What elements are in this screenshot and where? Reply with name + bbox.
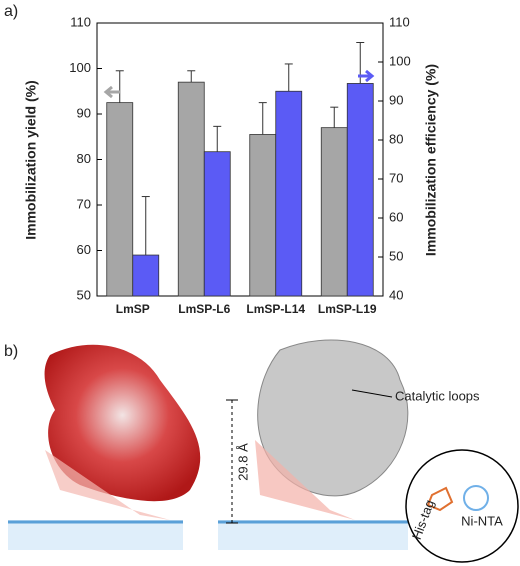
y-tick-label: 110 [70, 14, 91, 29]
y2-axis-title: Immobilization efficiency (%) [423, 64, 439, 256]
panel-label: a) [4, 3, 18, 20]
pointer [351, 389, 393, 398]
axis-arrow [358, 69, 375, 83]
inset [405, 449, 519, 563]
bar [346, 83, 374, 297]
axis-arrow [103, 85, 120, 99]
panel-label: b) [4, 343, 18, 360]
imidazole [426, 486, 454, 512]
protein-cartoon [257, 339, 409, 497]
protein-surface [44, 344, 201, 502]
panel-b-illustration [8, 339, 519, 563]
bar [320, 127, 348, 297]
nta [463, 485, 489, 511]
y2-tick-label: 70 [389, 170, 403, 185]
y-tick-label: 90 [77, 105, 91, 120]
surface [8, 520, 183, 550]
linker [45, 450, 170, 520]
y2-tick-label: 110 [389, 14, 410, 29]
bar [177, 81, 205, 297]
y-tick-label: 80 [77, 151, 91, 166]
x-tick-label: LmSP-L14 [246, 302, 305, 316]
y-tick-label: 60 [77, 242, 91, 257]
bar [203, 151, 231, 297]
y2-tick-label: 60 [389, 209, 403, 224]
y-tick-label: 50 [77, 287, 91, 302]
y-tick-label: 100 [69, 60, 91, 75]
y2-tick-label: 40 [389, 287, 403, 302]
x-tick-label: LmSP-L19 [318, 302, 377, 316]
linker [255, 440, 355, 520]
x-tick-label: LmSP [116, 302, 150, 316]
y2-tick-label: 80 [389, 131, 403, 146]
annotation: Ni-NTA [461, 513, 503, 528]
y-axis-title: Immobilization yield (%) [23, 80, 39, 239]
bar [249, 134, 277, 297]
annotation: 29.8 Å [235, 443, 250, 481]
bar [275, 90, 303, 297]
surface [218, 520, 408, 550]
y2-tick-label: 100 [389, 53, 411, 68]
y2-tick-label: 90 [389, 92, 403, 107]
y-tick-label: 70 [77, 196, 91, 211]
y2-tick-label: 50 [389, 248, 403, 263]
bar [132, 254, 160, 297]
annotation: Catalytic loops [395, 388, 480, 403]
bar [106, 102, 134, 297]
x-tick-label: LmSP-L6 [178, 302, 230, 316]
